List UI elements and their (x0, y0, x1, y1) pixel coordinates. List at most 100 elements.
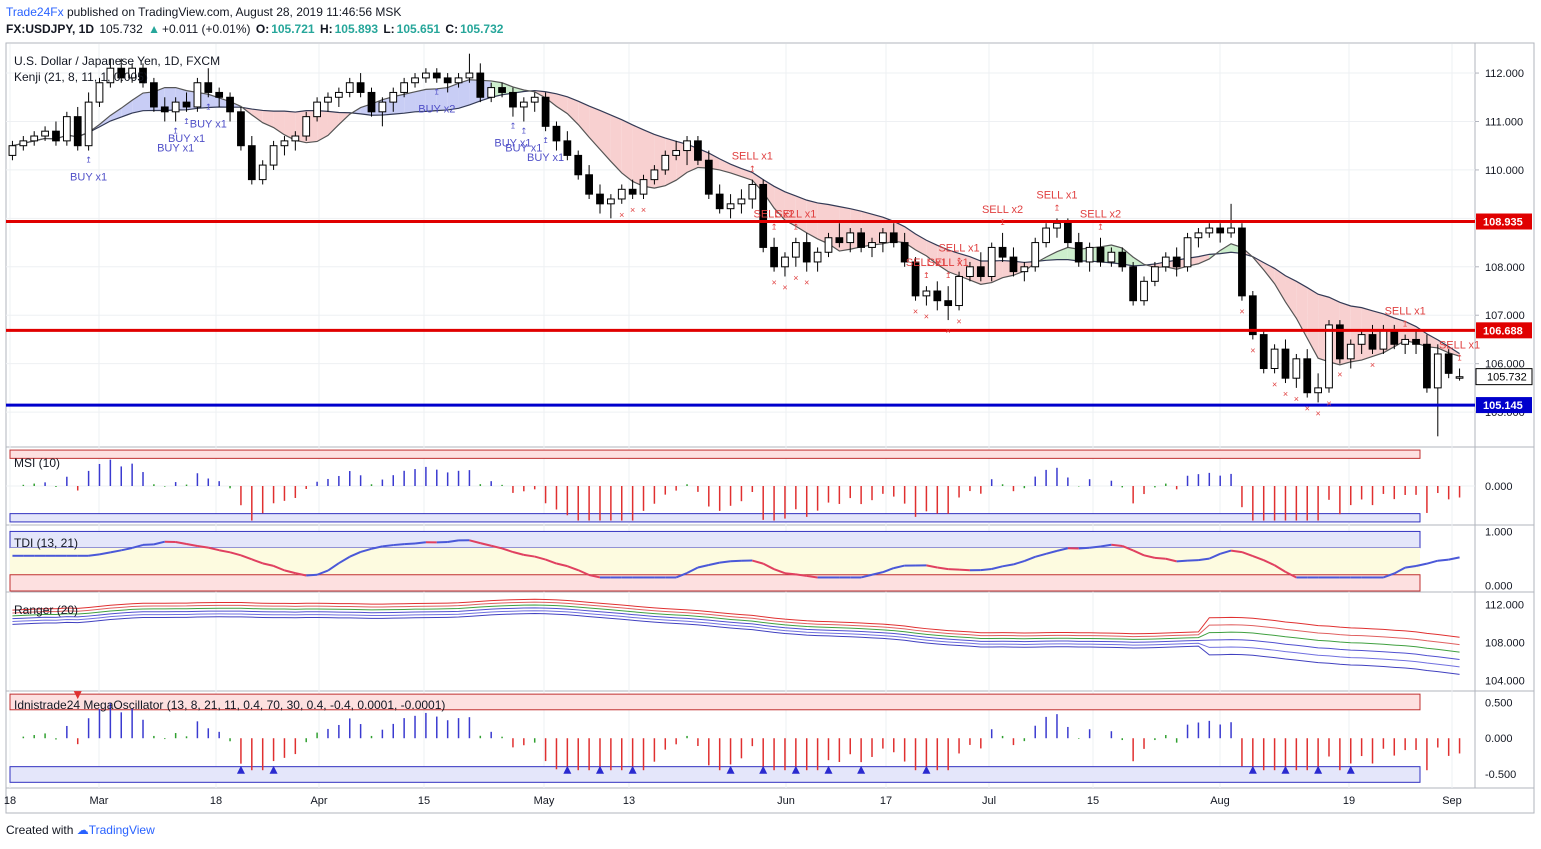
candle-body (781, 256, 789, 268)
last-price-text: 105.732 (1487, 372, 1527, 384)
candle-body (1053, 222, 1061, 229)
kenji-slow-line (12, 89, 1460, 355)
candle-body (117, 67, 126, 79)
kenji-band-segment (915, 234, 927, 256)
signal-cross-icon: × (804, 278, 809, 288)
candle-body (563, 140, 572, 156)
tdi-line-segment (153, 540, 166, 546)
candle-body (334, 91, 343, 98)
ranger-tick-label: 104.000 (1485, 675, 1525, 687)
mega-buy-triangle-icon (824, 765, 833, 774)
tdi-line-segment (327, 562, 340, 572)
candle-body (1096, 246, 1105, 263)
time-tick-label: May (534, 795, 555, 807)
price-pane[interactable]: BUY x1↥BUY x1↥BUY x1↥ BUY x1↥ BUY x2↥BUY x… (6, 53, 1480, 437)
ranger-tick-label: 112.000 (1485, 599, 1524, 611)
tradingview-link[interactable]: TradingView (88, 823, 155, 837)
candle-body (1423, 343, 1431, 389)
time-tick-label: 17 (880, 795, 892, 807)
tradingview-logo-icon[interactable]: ☁ (76, 823, 89, 837)
msi-tick-label: 0.000 (1485, 481, 1513, 493)
candle-body (8, 145, 17, 156)
tdi-line-segment (762, 562, 775, 571)
msi-lower-zone (9, 513, 1421, 523)
tdi-line-segment (338, 555, 351, 565)
kenji-band-segment (1274, 268, 1286, 302)
high-value: 105.893 (334, 22, 378, 36)
price-tick-label: 107.000 (1485, 310, 1525, 322)
tdi-line-segment (306, 573, 318, 577)
indicator-panes (6, 449, 1475, 783)
publish-line: Trade24Fx published on TradingView.com, … (6, 5, 401, 19)
publisher-name[interactable]: Trade24Fx (6, 5, 64, 19)
signal-cross-icon: × (630, 205, 635, 215)
mega-buy-triangle-icon (1281, 765, 1290, 774)
time-tick-label: 18 (210, 795, 222, 807)
tdi-line-segment (1089, 545, 1101, 549)
candle-body (650, 169, 659, 181)
tdi-line-segment (121, 546, 133, 552)
candle-body (715, 193, 724, 210)
candle-body (150, 82, 158, 108)
candle-body (944, 300, 953, 307)
price-axis[interactable]: 112.000111.000110.000109.000108.000107.0… (1475, 68, 1533, 781)
buy-signal-label: BUY x1 (157, 142, 194, 154)
tdi-line-segment (980, 568, 992, 572)
created-with: Created with (6, 823, 74, 837)
time-tick-label: 15 (1087, 795, 1099, 807)
candle-body (596, 193, 604, 205)
kenji-band-segment (969, 256, 981, 285)
tdi-line-segment (1448, 556, 1460, 561)
kenji-band-segment (937, 245, 949, 272)
pane-labels: U.S. Dollar / Japanese Yen, 1D, FXCM Ken… (14, 54, 445, 712)
kenji-band-segment (589, 106, 600, 150)
candle-body (1227, 227, 1235, 234)
tdi-line-segment (229, 551, 242, 557)
kenji-band-segment (1263, 262, 1275, 284)
candle-body (182, 101, 191, 108)
kenji-band-segment (926, 240, 938, 265)
tdi-line-segment (1078, 546, 1090, 550)
candle-body (585, 174, 593, 195)
candle-body (1063, 222, 1072, 244)
candle-body (868, 242, 876, 248)
signal-cross-icon: × (619, 210, 624, 220)
tdi-line-segment (1393, 566, 1406, 575)
kenji-band-segment (839, 206, 851, 252)
tdi-line-segment (480, 542, 492, 547)
kenji-band-segment (719, 158, 731, 173)
candle-body (422, 72, 430, 79)
tdi-line-segment (882, 567, 895, 574)
candle-body (1020, 266, 1029, 273)
candle-body (41, 130, 49, 137)
candle-body (759, 183, 768, 248)
signal-arrow-icon: ↥ (205, 102, 212, 111)
tdi-line-segment (1437, 558, 1449, 562)
tdi-line-segment (1426, 559, 1439, 565)
tdi-line-segment (501, 547, 514, 553)
candle-body (1270, 348, 1279, 370)
buy-signal-label: BUY x1 (505, 142, 542, 154)
candle-body (1031, 242, 1040, 268)
signal-arrow-icon: ↥ (1097, 223, 1104, 232)
signal-cross-icon: × (641, 205, 646, 215)
tdi-line-segment (1263, 559, 1276, 567)
signal-cross-icon: × (946, 326, 951, 336)
close-label: C: (445, 22, 459, 36)
ranger-line (12, 598, 1460, 638)
candle-body (400, 82, 409, 93)
candle-body (726, 203, 735, 210)
mega-buy-triangle-icon (1346, 765, 1355, 774)
tdi-line-segment (142, 543, 154, 546)
signal-arrow-icon: ↥ (956, 257, 963, 266)
time-tick-label: 13 (623, 795, 635, 807)
kenji-band-segment (621, 119, 633, 182)
sell-signal-label: SELL x1 (906, 257, 947, 269)
kenji-band-segment (1198, 254, 1210, 264)
candle-body (704, 159, 713, 195)
mega-upper-zone (9, 693, 1421, 711)
candle-body (672, 150, 681, 156)
time-axis[interactable]: 18 Mar 18 Apr 15 May 13 Jun 17 Jul 15 Aug 19 Sep (4, 795, 1462, 807)
candle-body (324, 96, 332, 103)
